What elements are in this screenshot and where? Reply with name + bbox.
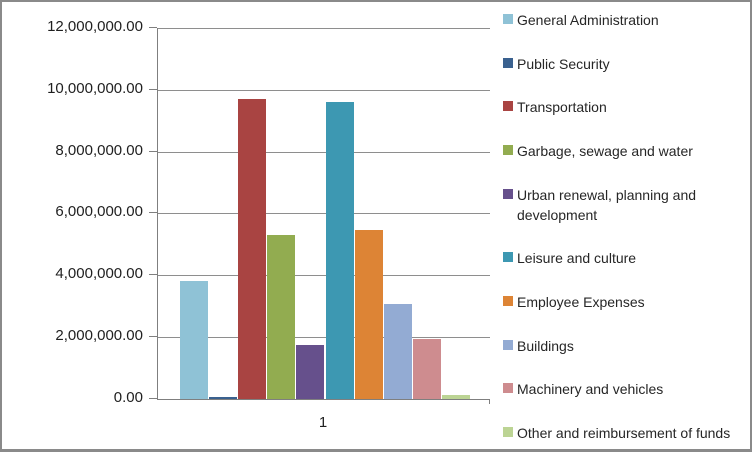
legend-label: Public Security — [517, 55, 610, 72]
y-axis-tick — [149, 398, 157, 399]
legend-label: Employee Expenses — [517, 293, 645, 310]
bar-buildings — [384, 304, 412, 399]
x-axis-end-tick — [489, 399, 490, 404]
bar-other-and-reimbursement-of-funds — [442, 395, 470, 399]
legend-label: Urban renewal, planning and development — [517, 186, 697, 223]
legend-label: Machinery and vehicles — [517, 381, 664, 398]
legend-item-urban-renewal-planning-and-development: Urban renewal, planning and development — [503, 185, 749, 225]
legend-item-buildings: Buildings — [503, 336, 749, 356]
y-axis-tick — [149, 151, 157, 152]
bar-urban-renewal-planning-and-development — [296, 345, 324, 399]
plot-area — [157, 28, 490, 400]
legend-swatch — [503, 14, 513, 24]
legend-label: Garbage, sewage and water — [517, 142, 693, 159]
legend-swatch — [503, 144, 513, 155]
legend-item-leisure-and-culture: Leisure and culture — [503, 248, 749, 268]
y-axis-label: 12,000,000.00 — [47, 18, 143, 35]
legend-item-employee-expenses: Employee Expenses — [503, 292, 749, 312]
y-axis-label: 2,000,000.00 — [55, 327, 143, 344]
legend-item-transportation: Transportation — [503, 97, 749, 117]
y-axis-tick — [149, 89, 157, 90]
bar-public-security — [209, 397, 237, 399]
y-axis-label: 4,000,000.00 — [55, 265, 143, 282]
bar-transportation — [238, 99, 266, 399]
legend-item-public-security: Public Security — [503, 54, 749, 74]
legend-item-garbage-sewage-and-water: Garbage, sewage and water — [503, 141, 749, 161]
legend-item-machinery-and-vehicles: Machinery and vehicles — [503, 379, 749, 399]
gridline — [158, 152, 490, 153]
bar-machinery-and-vehicles — [413, 339, 441, 399]
bar-garbage-sewage-and-water — [267, 235, 295, 399]
y-axis-tick — [149, 27, 157, 28]
legend-label: Leisure and culture — [517, 250, 637, 267]
y-axis-tick — [149, 336, 157, 337]
legend-swatch — [503, 426, 513, 437]
y-axis-label: 0.00 — [113, 389, 143, 406]
gridline — [158, 213, 490, 214]
y-axis-label: 10,000,000.00 — [47, 80, 143, 97]
legend-swatch — [503, 339, 513, 350]
x-axis-category-label: 1 — [318, 414, 328, 431]
legend-swatch — [503, 252, 513, 263]
legend: General Administration Public Security Tra… — [503, 10, 749, 443]
legend-label: General Administration — [517, 12, 659, 28]
y-axis-label: 6,000,000.00 — [55, 203, 143, 220]
gridline — [158, 275, 490, 276]
legend-item-other-and-reimbursement-of-funds: Other and reimbursement of funds — [503, 423, 749, 443]
legend-swatch — [503, 57, 513, 68]
legend-swatch — [503, 101, 513, 112]
gridline — [158, 28, 490, 29]
y-axis-tick — [149, 274, 157, 275]
legend-item-general-administration: General Administration — [503, 10, 749, 30]
legend-swatch — [503, 295, 513, 306]
legend-label: Transportation — [517, 99, 607, 116]
bar-general-administration — [180, 281, 208, 399]
legend-label: Other and reimbursement of funds — [517, 424, 731, 441]
legend-swatch — [503, 188, 513, 199]
legend-label: Buildings — [517, 337, 574, 354]
y-axis-tick — [149, 212, 157, 213]
y-axis-label: 8,000,000.00 — [55, 142, 143, 159]
gridline — [158, 337, 490, 338]
gridline — [158, 90, 490, 91]
legend-swatch — [503, 383, 513, 394]
bar-employee-expenses — [355, 230, 383, 399]
bar-leisure-and-culture — [326, 102, 354, 399]
